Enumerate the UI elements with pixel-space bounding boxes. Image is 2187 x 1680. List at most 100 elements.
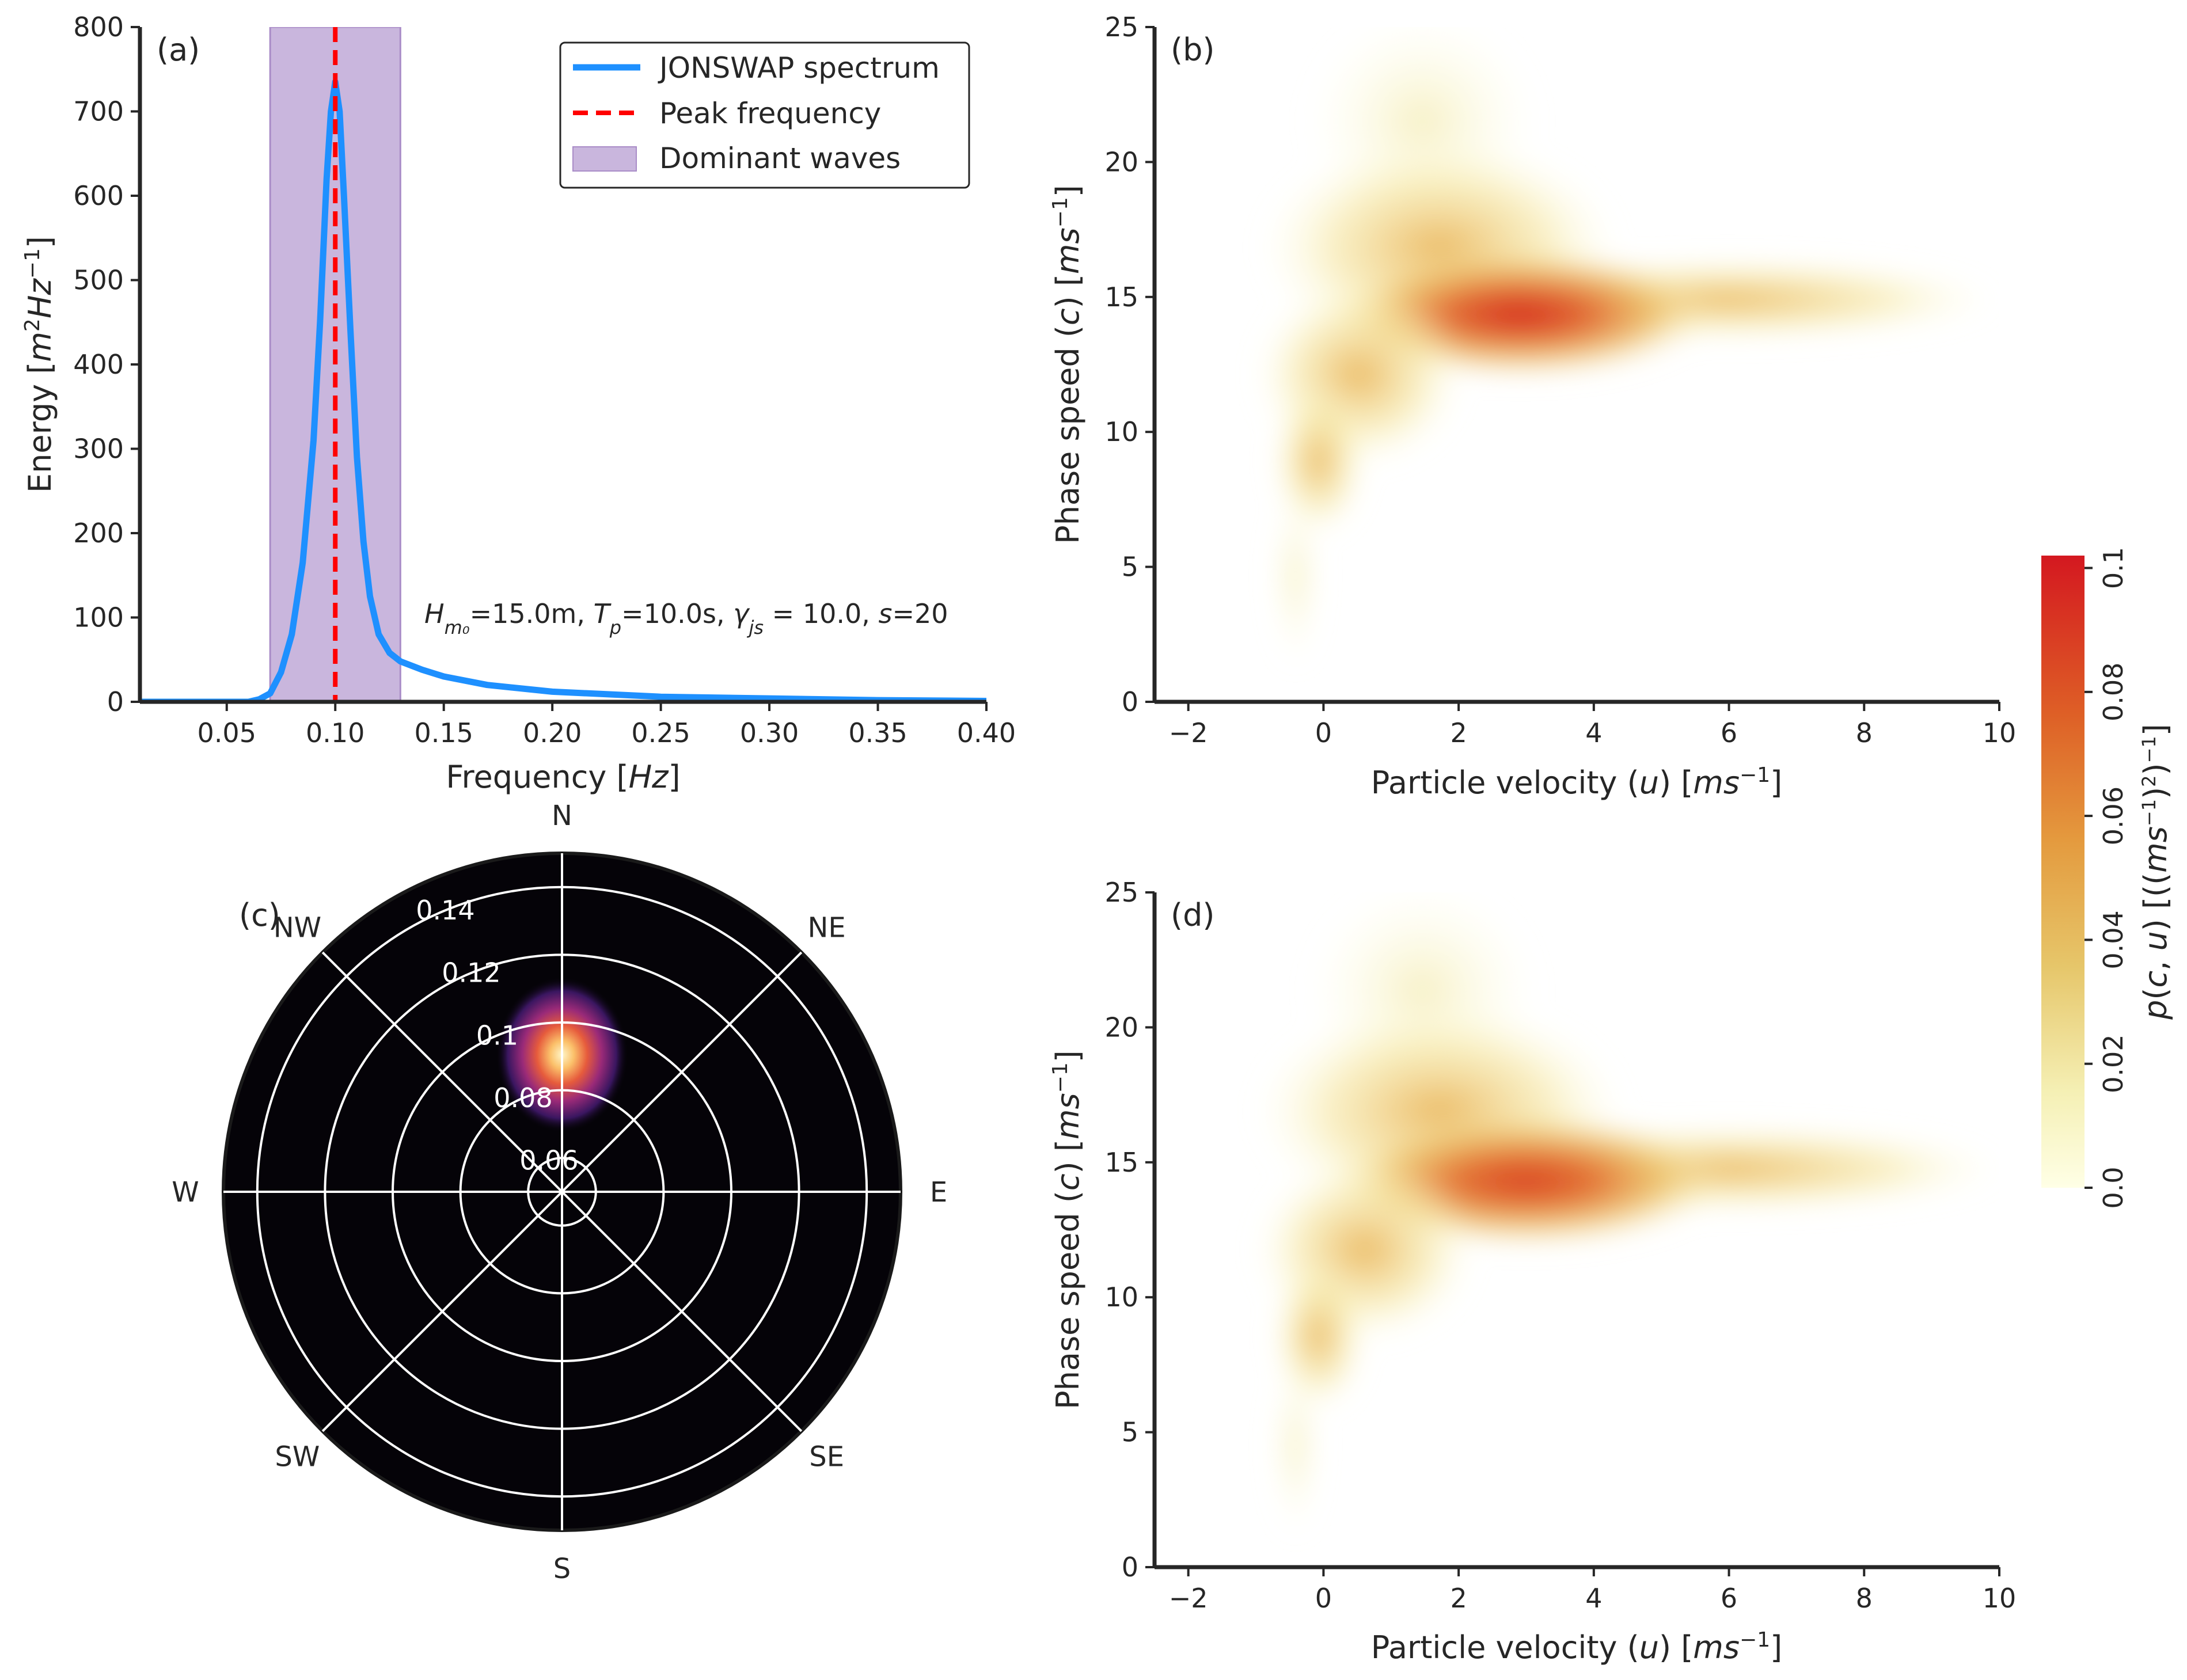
radial-tick-label: 0.08 (493, 1082, 552, 1113)
panel-b-xtick-label: 6 (1721, 717, 1737, 748)
panel-a-ytick-label: 400 (73, 349, 124, 380)
panel-b-ylabel: Phase speed (c) [ms−1] (1049, 185, 1087, 544)
panel-b-xtick-label: 2 (1450, 717, 1467, 748)
direction-label-n: N (552, 800, 572, 832)
colorbar-tick-label: 0.06 (2098, 786, 2129, 845)
panel-b-ytick-label: 20 (1104, 146, 1138, 177)
panel-a-ytick-label: 500 (73, 265, 124, 296)
panel-b-label: (b) (1171, 32, 1214, 68)
panel-d-ytick-label: 15 (1104, 1147, 1138, 1178)
colorbar-gradient (2041, 556, 2085, 1188)
legend-spectrum-label: JONSWAP spectrum (658, 51, 940, 85)
panel-d-xlabel: Particle velocity (u) [ms−1] (1371, 1628, 1782, 1666)
panel-a-xtick-label: 0.10 (306, 717, 364, 748)
panel-b-ytick-label: 25 (1104, 12, 1138, 43)
legend-frame (559, 41, 970, 189)
panel-d-xtick-label: 4 (1585, 1583, 1602, 1614)
colorbar-tick-label: 0.0 (2098, 1166, 2129, 1208)
panel-d-xtick-label: 10 (1983, 1583, 2017, 1614)
direction-label-sw: SW (275, 1441, 320, 1473)
panel-a-ytick-label: 700 (73, 96, 124, 127)
panel-b-xtick-label: −2 (1169, 717, 1208, 748)
radial-tick-label: 0.06 (519, 1145, 578, 1176)
polar-labels: N NE E SE S SW W NW 0.06 0.08 0.1 0.12 0.14 (172, 800, 947, 1585)
panel-c-polar: N NE E SE S SW W NW 0.06 0.08 0.1 0.12 0.14 (c) (172, 800, 947, 1585)
legend-peak-label: Peak frequency (659, 97, 881, 130)
colorbar-tick-label: 0.08 (2098, 663, 2129, 721)
panel-d-xtick-label: 2 (1450, 1583, 1467, 1614)
panel-a-ytick-label: 200 (73, 518, 124, 549)
panel-d-axes: −2 0 2 4 6 8 10 0 5 10 15 20 25 (1104, 877, 2016, 1614)
panel-a-ytick-label: 100 (73, 602, 124, 633)
panel-a-ytick-label: 0 (107, 686, 124, 717)
panel-d-density: −2 0 2 4 6 8 10 0 5 10 15 20 25 (d) Particle velocit… (1049, 877, 2017, 1666)
panel-b-density: −2 0 2 4 6 8 10 0 5 10 15 20 25 (b) Particle velocit… (1049, 12, 2017, 801)
panel-a-spectrum: 0.05 0.10 0.15 0.20 0.25 0.30 0.35 0.40 0 100 200 3… (21, 12, 1016, 795)
panel-d-xtick-label: 6 (1721, 1583, 1737, 1614)
radial-tick-label: 0.14 (416, 895, 474, 926)
direction-label-se: SE (809, 1441, 844, 1473)
panel-b-ytick-label: 0 (1122, 686, 1138, 717)
panel-b-ytick-label: 10 (1104, 416, 1138, 447)
panel-d-ytick-label: 10 (1104, 1282, 1138, 1313)
panel-d-heatmap (1255, 892, 1999, 1537)
polar-grid (223, 853, 901, 1530)
radial-tick-label: 0.1 (476, 1020, 518, 1051)
panel-b-heatmap (1255, 27, 1998, 668)
polar-spoke-se (561, 1191, 803, 1432)
colorbar-tick-label: 0.02 (2098, 1034, 2129, 1093)
panel-a-label: (a) (157, 32, 200, 68)
panel-a-xtick-label: 0.30 (740, 717, 799, 748)
panel-b-xtick-label: 10 (1983, 717, 2017, 748)
panel-b-xtick-label: 8 (1856, 717, 1873, 748)
colorbar-label: p(c, u) [((ms−1)2)−1] (2137, 724, 2174, 1020)
panel-a-ytick-label: 600 (73, 180, 124, 211)
panel-a-ytick-label: 300 (73, 434, 124, 465)
panel-b-ytick-label: 5 (1122, 552, 1138, 583)
panel-a-xtick-label: 0.35 (848, 717, 907, 748)
direction-label-e: E (930, 1176, 947, 1208)
direction-label-s: S (553, 1553, 571, 1585)
panel-a-xtick-label: 0.05 (198, 717, 256, 748)
panel-b-xlabel: Particle velocity (u) [ms−1] (1371, 763, 1782, 801)
legend-band-swatch (572, 146, 637, 172)
density-stem (1273, 484, 1319, 668)
panel-b-axes: −2 0 2 4 6 8 10 0 5 10 15 20 25 (1104, 12, 2016, 748)
panel-d-xtick-label: 0 (1315, 1583, 1332, 1614)
direction-label-nw: NW (274, 911, 321, 944)
panel-a-ylabel: Energy [m2Hz−1] (21, 236, 59, 493)
panel-a-xlabel: Frequency [Hz] (446, 759, 680, 795)
panel-a-axes: 0.05 0.10 0.15 0.20 0.25 0.30 0.35 0.40 0 100 200 3… (73, 12, 1016, 748)
panel-d-ytick-label: 25 (1104, 877, 1138, 908)
panel-a-xtick-label: 0.20 (523, 717, 582, 748)
direction-label-ne: NE (808, 911, 846, 944)
panel-d-ytick-label: 0 (1122, 1552, 1138, 1583)
panel-b-xtick-label: 4 (1585, 717, 1602, 748)
direction-label-w: W (172, 1176, 199, 1208)
panel-a-ytick-label: 800 (73, 12, 124, 43)
panel-d-xtick-label: −2 (1169, 1583, 1208, 1614)
panel-a-xtick-label: 0.15 (414, 717, 473, 748)
panel-d-ylabel: Phase speed (c) [ms−1] (1049, 1050, 1087, 1409)
polar-spoke-ne (561, 951, 803, 1193)
panel-d-xtick-label: 8 (1856, 1583, 1873, 1614)
colorbar-ticks: 0.0 0.02 0.04 0.06 0.08 0.1 (2085, 547, 2129, 1209)
panel-b-xtick-label: 0 (1315, 717, 1332, 748)
colorbar-tick-label: 0.04 (2098, 910, 2129, 969)
jonswap-spectrum-line (140, 78, 986, 702)
panel-b-ytick-label: 15 (1104, 282, 1138, 313)
panel-a-legend: JONSWAP spectrum Peak frequency Dominant… (559, 41, 970, 189)
colorbar: 0.0 0.02 0.04 0.06 0.08 0.1 p(c, u) [((ms−1)2… (2041, 547, 2174, 1209)
legend-band-label: Dominant waves (659, 142, 901, 175)
panel-a-xtick-label: 0.25 (631, 717, 690, 748)
polar-spoke-nw (321, 951, 563, 1193)
panel-a-xtick-label: 0.40 (957, 717, 1016, 748)
radial-tick-label: 0.12 (442, 957, 500, 989)
density-d-stem (1273, 1353, 1319, 1537)
panel-d-label: (d) (1171, 897, 1214, 933)
panel-d-ytick-label: 5 (1122, 1417, 1138, 1448)
panel-c-label: (c) (239, 897, 280, 933)
polar-spoke-sw (321, 1191, 563, 1432)
panel-d-ytick-label: 20 (1104, 1012, 1138, 1043)
